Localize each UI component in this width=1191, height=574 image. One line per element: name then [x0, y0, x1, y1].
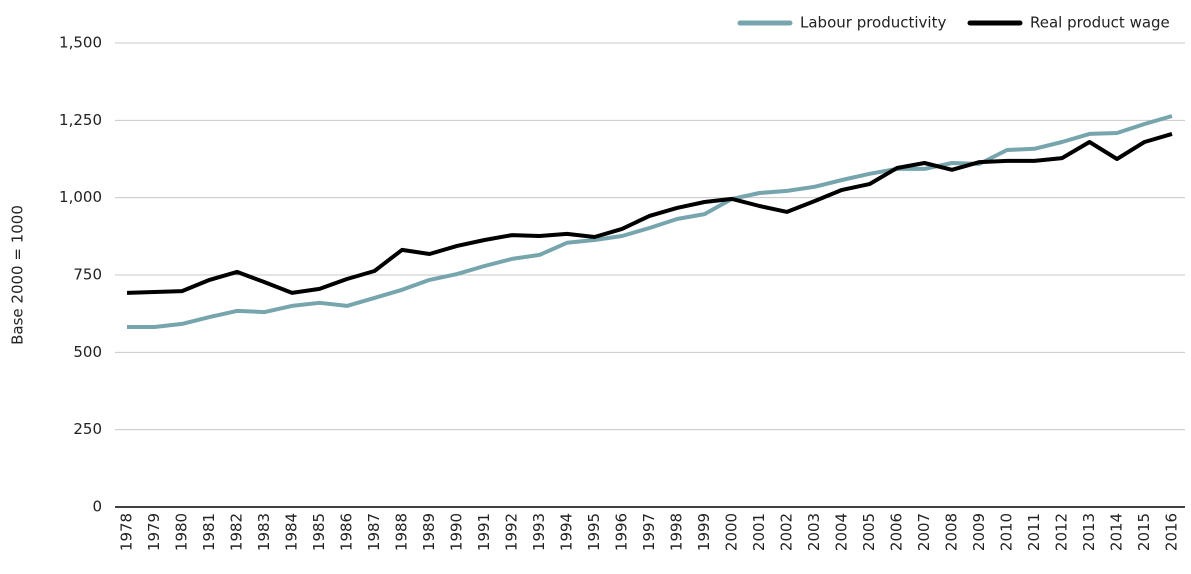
x-tick-label: 1985	[310, 513, 328, 551]
y-tick-label: 250	[73, 420, 102, 438]
x-tick-label: 2015	[1135, 513, 1153, 551]
x-tick-label: 1983	[255, 513, 273, 551]
legend-label: Real product wage	[1030, 14, 1170, 32]
x-tick-label: 1980	[173, 513, 191, 551]
x-tick-label: 2013	[1080, 513, 1098, 551]
y-tick-label: 750	[73, 266, 102, 284]
x-tick-label: 2010	[998, 513, 1016, 551]
x-tick-label: 1982	[228, 513, 246, 551]
x-tick-label: 2003	[805, 513, 823, 551]
x-tick-label: 2014	[1108, 513, 1126, 551]
x-tick-label: 2000	[723, 513, 741, 551]
x-tick-label: 1992	[503, 513, 521, 551]
x-tick-label: 1978	[118, 513, 136, 551]
x-tick-label: 1987	[365, 513, 383, 551]
legend-label: Labour productivity	[800, 14, 946, 32]
x-tick-label: 1991	[475, 513, 493, 551]
y-axis-title: Base 2000 = 1000	[9, 205, 27, 345]
x-tick-label: 1989	[420, 513, 438, 551]
x-tick-label: 2009	[970, 513, 988, 551]
x-tick-label: 2002	[778, 513, 796, 551]
x-tick-label: 2016	[1163, 513, 1181, 551]
x-tick-label: 1995	[585, 513, 603, 551]
x-tick-label: 1999	[695, 513, 713, 551]
x-tick-label: 1998	[668, 513, 686, 551]
y-tick-label: 1,250	[59, 111, 102, 129]
x-tick-label: 2005	[860, 513, 878, 551]
x-tick-label: 2004	[833, 513, 851, 551]
x-tick-label: 1990	[448, 513, 466, 551]
x-tick-label: 2001	[750, 513, 768, 551]
x-tick-label: 2006	[888, 513, 906, 551]
x-tick-label: 2011	[1025, 513, 1043, 551]
y-tick-label: 0	[92, 498, 102, 516]
x-tick-label: 1993	[530, 513, 548, 551]
x-tick-label: 1994	[558, 513, 576, 551]
y-tick-label: 1,000	[59, 188, 102, 206]
x-tick-label: 1981	[200, 513, 218, 551]
x-tick-label: 1988	[393, 513, 411, 551]
series-line	[127, 114, 1173, 329]
x-tick-label: 1996	[613, 513, 631, 551]
y-tick-label: 1,500	[59, 34, 102, 52]
y-tick-label: 500	[73, 343, 102, 361]
x-tick-label: 2012	[1053, 513, 1071, 551]
x-tick-label: 1979	[145, 513, 163, 551]
x-tick-label: 2008	[943, 513, 961, 551]
x-tick-label: 1986	[338, 513, 356, 551]
series-line	[126, 131, 1173, 295]
x-tick-label: 2007	[915, 513, 933, 551]
x-tick-label: 1984	[283, 513, 301, 551]
x-tick-label: 1997	[640, 513, 658, 551]
